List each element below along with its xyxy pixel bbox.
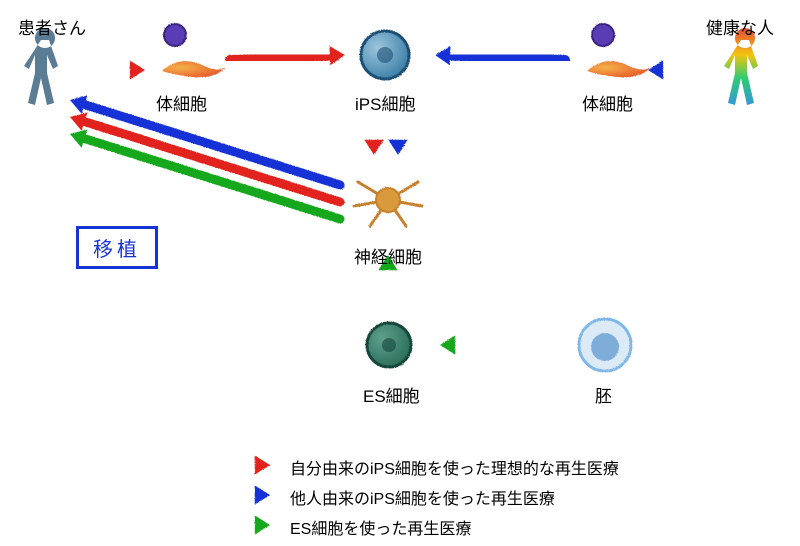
label-neuron: 神経細胞 bbox=[354, 243, 422, 268]
box-transplant: 移植 bbox=[76, 226, 158, 269]
label-es: ES細胞 bbox=[363, 382, 420, 407]
label-embryo: 胚 bbox=[595, 382, 612, 407]
label-healthy: 健康な人 bbox=[706, 14, 774, 39]
legend-text-0: 自分由来のiPS細胞を使った理想的な再生医療 bbox=[290, 455, 619, 479]
label-somatic-right: 体細胞 bbox=[582, 90, 633, 115]
diagram-stage: { "canvas": { "w": 800, "h": 546, "bg": … bbox=[0, 0, 800, 546]
label-patient: 患者さん bbox=[18, 14, 86, 39]
label-ips: iPS細胞 bbox=[355, 90, 415, 115]
legend-text-1: 他人由来のiPS細胞を使った再生医療 bbox=[290, 485, 555, 509]
legend-text-2: ES細胞を使った再生医療 bbox=[290, 515, 471, 539]
label-somatic-left: 体細胞 bbox=[156, 90, 207, 115]
box-transplant-text: 移植 bbox=[93, 239, 141, 261]
